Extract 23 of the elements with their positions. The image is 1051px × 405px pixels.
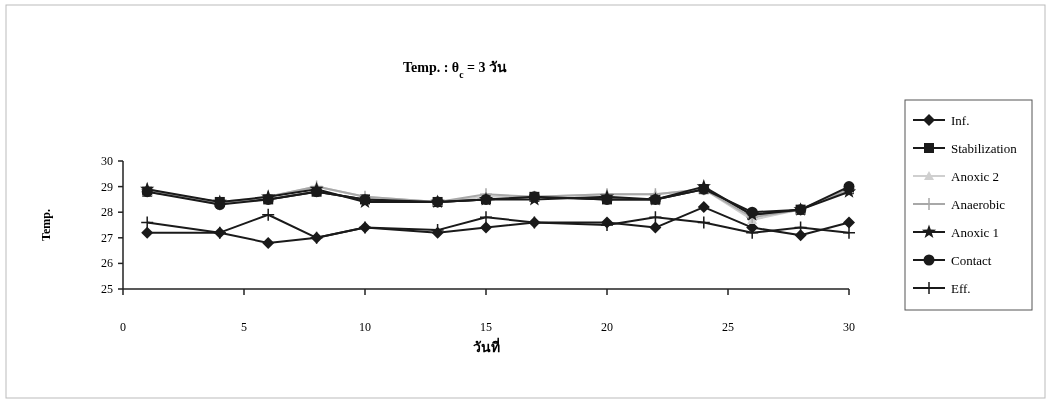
legend-label: Anaerobic	[951, 197, 1006, 212]
y-tick-label: 27	[101, 230, 113, 245]
x-tick-label: 0	[120, 320, 126, 334]
y-tick-label: 29	[101, 179, 113, 194]
y-tick-label: 30	[101, 154, 113, 168]
x-tick-label: 10	[359, 320, 371, 334]
x-tick-label: 25	[722, 320, 734, 334]
y-tick-label: 26	[101, 256, 113, 271]
x-tick-label: 20	[601, 320, 613, 334]
y-tick-label: 28	[101, 205, 113, 220]
legend-label: Anoxic 2	[951, 169, 1000, 184]
legend-label: Anoxic 1	[951, 225, 1000, 240]
legend-label: Inf.	[951, 113, 970, 128]
x-axis-title: วันที่	[472, 337, 500, 355]
legend-label: Stabilization	[951, 141, 1018, 156]
x-tick-label: 30	[843, 320, 855, 334]
chart-title: Temp. : θ$_{c}$ = 3 วัน	[402, 60, 508, 80]
y-tick-label: 25	[101, 282, 113, 296]
legend-label: Contact	[951, 253, 992, 268]
legend-label: Eff.	[951, 281, 971, 296]
x-tick-label: 5	[241, 320, 247, 334]
x-tick-label: 15	[480, 320, 492, 334]
y-axis-title: Temp.	[39, 209, 53, 241]
